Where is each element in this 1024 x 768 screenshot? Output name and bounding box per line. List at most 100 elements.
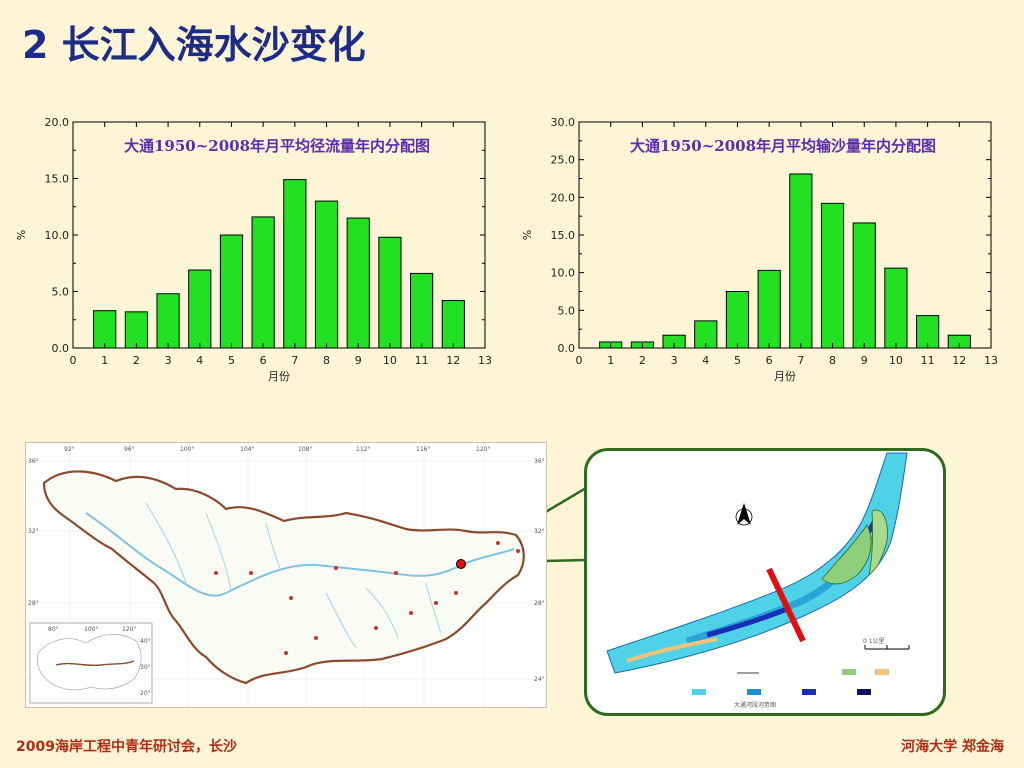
sediment-chart: 0 1 2 3 4 5 6 7 8 9 10 11 12 13 0.0 5.0 10.0 15.0 20.0 25.0…	[506, 108, 1016, 398]
y-tick-label: 15.0	[551, 229, 576, 242]
x-tick-label: 5	[228, 354, 235, 367]
locator-lon-label: 80°	[48, 626, 59, 633]
bar-month-8	[820, 202, 845, 349]
inset-map-caption: 大通河段河势图	[734, 701, 776, 709]
y-tick-label: 0.0	[52, 342, 70, 355]
x-tick-label: 3	[671, 354, 678, 367]
map-lon-label: 92°	[64, 446, 75, 453]
china-locator-map	[29, 622, 153, 704]
x-tick-label: 7	[797, 354, 804, 367]
y-tick-label: 5.0	[52, 286, 70, 299]
map-lat-label: 36°	[534, 458, 545, 465]
bar-month-11	[410, 272, 434, 349]
y-axis-label: %	[521, 230, 534, 240]
x-tick-label: 13	[478, 354, 492, 367]
north-arrow-icon	[735, 503, 753, 526]
bar-month-12	[441, 300, 465, 349]
x-tick-label: 0	[70, 354, 77, 367]
x-tick-label: 8	[829, 354, 836, 367]
x-tick-label: 1	[101, 354, 108, 367]
footer-conference: 2009海岸工程中青年研讨会，长沙	[16, 739, 237, 755]
y-tick-label: 15.0	[45, 173, 70, 186]
basin-map-svg: 92° 96° 100° 104° 108° 112° 116° 120° 36…	[26, 443, 546, 707]
y-tick-label: 25.0	[551, 154, 576, 167]
bar-month-4	[188, 269, 212, 349]
y-tick-label: 5.0	[558, 304, 576, 317]
bar-month-10	[378, 236, 402, 349]
bar-month-10	[884, 267, 908, 349]
x-tick-label: 2	[133, 354, 140, 367]
locator-lat-label: 30°	[140, 664, 151, 671]
map-lon-label: 96°	[124, 446, 135, 453]
bar-month-8	[314, 200, 339, 349]
y-axis-label: %	[15, 230, 28, 240]
x-tick-label: 9	[861, 354, 868, 367]
x-tick-label: 10	[383, 354, 397, 367]
map-lat-label: 32°	[28, 528, 39, 535]
locator-lon-label: 100°	[84, 626, 98, 633]
bar-month-7	[283, 179, 307, 349]
slide-title: 2 长江入海水沙变化	[22, 23, 366, 67]
x-tick-label: 0	[576, 354, 583, 367]
runoff-chart: 0 1 2 3 4 5 6 7 8 9 10 11 12 13 0.0 5.0 10.0 15.0 20.0 月份% 大…	[0, 108, 510, 398]
plot-frame	[578, 121, 992, 349]
chart-title: 大通1950~2008年月平均径流量年内分配图	[124, 137, 430, 155]
x-tick-label: 4	[702, 354, 709, 367]
y-tick-label: 20.0	[551, 191, 576, 204]
x-tick-label: 6	[766, 354, 773, 367]
x-tick-label: 9	[355, 354, 362, 367]
inset-island	[821, 524, 872, 585]
bar-month-6	[757, 269, 781, 349]
x-tick-label: 10	[889, 354, 903, 367]
bar-month-5	[219, 234, 244, 349]
map-lat-label: 36°	[28, 458, 39, 465]
x-tick-label: 6	[260, 354, 267, 367]
bar-month-9	[852, 222, 876, 349]
bar-month-7	[789, 173, 813, 349]
y-tick-label: 30.0	[551, 116, 576, 129]
chart-title: 大通1950~2008年月平均输沙量年内分配图	[630, 137, 936, 155]
x-axis-label: 月份	[268, 370, 290, 383]
y-tick-label: 20.0	[45, 116, 70, 129]
bar-month-2	[124, 311, 148, 349]
x-tick-label: 11	[415, 354, 429, 367]
locator-lon-label: 120°	[122, 626, 136, 633]
x-tick-label: 5	[734, 354, 741, 367]
bar-month-1	[93, 310, 117, 349]
x-tick-label: 4	[196, 354, 203, 367]
bar-month-6	[251, 216, 275, 349]
x-tick-label: 2	[639, 354, 646, 367]
map-lon-label: 100°	[180, 446, 194, 453]
bar-month-9	[346, 217, 370, 349]
footer-author: 河海大学 郑金海	[901, 739, 1004, 755]
runoff-chart-svg: 0 1 2 3 4 5 6 7 8 9 10 11 12 130.05.010.015.020.0月份%大…	[15, 116, 492, 383]
sediment-chart-svg: 0 1 2 3 4 5 6 7 8 9 10 11 12 130.05.010.015.020.025.0…	[521, 116, 998, 383]
map-lat-label: 32°	[534, 528, 545, 535]
x-tick-label: 1	[607, 354, 614, 367]
x-tick-label: 3	[165, 354, 172, 367]
map-lon-label: 116°	[416, 446, 430, 453]
map-lat-label: 24°	[534, 676, 545, 683]
map-lat-label: 28°	[28, 600, 39, 607]
locator-lat-label: 20°	[140, 690, 151, 697]
y-tick-label: 0.0	[558, 342, 576, 355]
map-lon-label: 112°	[356, 446, 370, 453]
x-tick-label: 8	[323, 354, 330, 367]
map-lon-label: 104°	[240, 446, 254, 453]
inset-legend	[692, 669, 889, 695]
bar-month-3	[156, 293, 180, 349]
x-tick-label: 11	[921, 354, 935, 367]
x-tick-label: 7	[291, 354, 298, 367]
scale-bar-label: 0 1公里	[863, 638, 885, 645]
datong-reach-inset-map: 0 1公里 大通河段河势图	[584, 448, 946, 716]
x-tick-label: 13	[984, 354, 998, 367]
map-lat-label: 28°	[534, 600, 545, 607]
x-axis-label: 月份	[774, 370, 796, 383]
bar-month-5	[725, 291, 750, 349]
yangtze-basin-map: 92° 96° 100° 104° 108° 112° 116° 120° 36…	[25, 442, 547, 708]
datong-station-marker	[456, 559, 466, 569]
locator-lat-label: 40°	[140, 638, 151, 645]
map-lon-label: 120°	[476, 446, 490, 453]
scale-bar: 0 1公里	[863, 638, 910, 650]
y-tick-label: 10.0	[45, 229, 70, 242]
